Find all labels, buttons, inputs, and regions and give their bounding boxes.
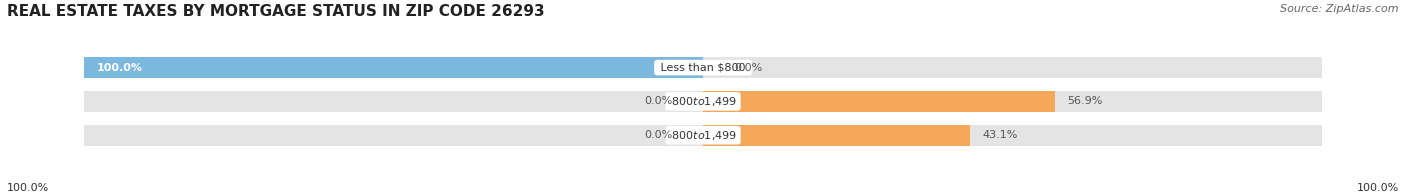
Text: Source: ZipAtlas.com: Source: ZipAtlas.com [1281, 4, 1399, 14]
Bar [703, 91, 1054, 112]
Bar [84, 57, 703, 78]
Text: 0.0%: 0.0% [644, 96, 672, 106]
Text: REAL ESTATE TAXES BY MORTGAGE STATUS IN ZIP CODE 26293: REAL ESTATE TAXES BY MORTGAGE STATUS IN … [7, 4, 544, 19]
Text: 0.0%: 0.0% [734, 63, 762, 73]
Bar [703, 125, 970, 146]
Text: 100.0%: 100.0% [97, 63, 143, 73]
Text: 100.0%: 100.0% [7, 183, 49, 193]
Text: Less than $800: Less than $800 [657, 63, 749, 73]
Text: $800 to $1,499: $800 to $1,499 [668, 129, 738, 142]
Text: 56.9%: 56.9% [1067, 96, 1102, 106]
Bar [84, 125, 1322, 146]
Bar [84, 91, 1322, 112]
Text: 0.0%: 0.0% [644, 130, 672, 140]
Text: 100.0%: 100.0% [1357, 183, 1399, 193]
Text: 43.1%: 43.1% [981, 130, 1018, 140]
Bar [84, 57, 1322, 78]
Text: $800 to $1,499: $800 to $1,499 [668, 95, 738, 108]
